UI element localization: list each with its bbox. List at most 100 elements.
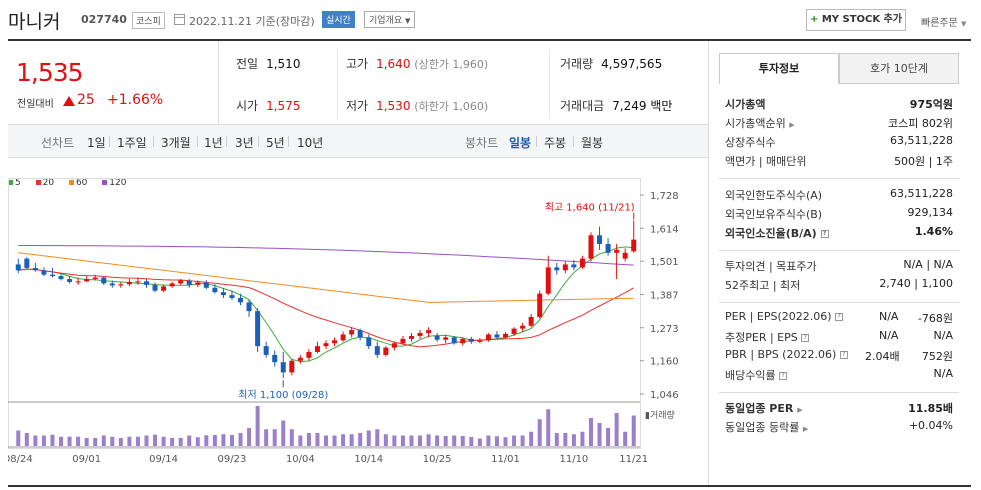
row-value: 코스피 802위: [888, 117, 953, 130]
row-value: N/A | N/A: [903, 258, 953, 271]
volume-bar: [144, 435, 149, 446]
period-5y[interactable]: 5년: [266, 136, 285, 150]
period-10y[interactable]: 10년: [297, 136, 324, 150]
period-1d[interactable]: 1일: [87, 136, 106, 150]
period-3y[interactable]: 3년: [235, 136, 254, 150]
divider: [719, 392, 959, 393]
y-tick-label: 1,387: [650, 291, 679, 302]
candle-body: [562, 264, 568, 271]
candle-body: [24, 258, 30, 268]
candle-body: [306, 351, 312, 358]
open-value: 1,575: [266, 99, 301, 113]
x-tick-label: 10/04: [286, 454, 315, 465]
candle-body: [511, 328, 517, 334]
row-label-text: 동일업종 PER: [725, 402, 794, 415]
help-icon[interactable]: ?: [801, 334, 810, 342]
amount-value: 7,249 백만: [612, 99, 673, 113]
row-value: N/A: [933, 367, 953, 380]
chevron-down-icon: ▼: [405, 17, 411, 25]
volume-bar: [537, 419, 542, 446]
candle-body: [84, 279, 90, 282]
period-3m[interactable]: 3개월: [161, 136, 191, 150]
row-label-text: 배당수익률: [725, 369, 776, 382]
price-chart[interactable]: ▮거래량 1,728 1,614 1,501 1,387 1,273 1,160 1,046…: [8, 158, 708, 468]
volume-bar: [452, 435, 457, 446]
tab-investment-info[interactable]: 투자정보: [719, 53, 839, 84]
x-tick-label: 08/24: [8, 454, 33, 465]
x-axis: 08/24 09/01 09/14 09/23 10/04 10/14 10/25 11/01…: [8, 454, 648, 465]
candle-body: [545, 267, 551, 294]
row-label: 52주최고 | 최저: [725, 279, 801, 292]
realtime-button[interactable]: 실시간: [322, 11, 355, 28]
volume-bar: [324, 435, 328, 446]
my-stock-label: MY STOCK 추가: [821, 14, 903, 25]
candle-body: [178, 280, 184, 284]
candle-body: [92, 277, 98, 280]
candle-body: [32, 267, 38, 271]
corp-info-dropdown[interactable]: 기업개요 ▼: [364, 11, 416, 28]
foreign-limit-row: 외국인한도주식수(A) 63,511,228: [725, 187, 953, 203]
quick-order-label: 빠른주문: [921, 18, 958, 29]
candle-chart-label: 봉차트: [465, 136, 499, 150]
52w-row: 52주최고 | 최저 2,740 | 1,100: [725, 277, 953, 293]
help-icon[interactable]: ?: [820, 230, 829, 238]
candle-body: [528, 316, 534, 326]
help-icon[interactable]: ?: [779, 372, 788, 380]
candle-body: [101, 277, 107, 284]
candle-body: [169, 283, 175, 287]
legend-swatch: [8, 180, 13, 185]
candle-daily[interactable]: 일봉: [509, 136, 532, 150]
candle-weekly[interactable]: 주봉: [544, 136, 567, 150]
separator: [109, 136, 110, 147]
volume-bar: [298, 435, 303, 446]
row-label: 액면가 | 매매단위: [725, 155, 807, 168]
volume-bar: [409, 435, 414, 446]
volume-bar: [597, 423, 602, 446]
volume-bar: [281, 420, 286, 446]
x-tick-label: 10/25: [423, 454, 452, 465]
candle-body: [49, 274, 55, 277]
volume-bar: [469, 437, 474, 446]
legend-label: 120: [109, 178, 127, 188]
y-axis: 1,728 1,614 1,501 1,387 1,273 1,160 1,046: [640, 191, 679, 401]
volume-bar: [375, 429, 380, 446]
period-1y[interactable]: 1년: [204, 136, 223, 150]
ma-line-60: [18, 252, 634, 303]
candle-body: [186, 280, 192, 285]
row-label: 배당수익률 ?: [725, 367, 788, 383]
quick-order-button[interactable]: 빠른주문 ▼: [921, 14, 966, 29]
volume-bars: ▮거래량: [16, 406, 675, 446]
row-label: 시가총액: [725, 98, 766, 111]
est-per-eps-row: 추정PER | EPS ? N/A N/A: [725, 329, 953, 345]
foreign-ratio-row: 외국인소진율(B/A) ? 1.46%: [725, 225, 953, 241]
x-tick-label: 11/10: [559, 454, 588, 465]
volume-bar: [426, 434, 431, 446]
pbr-bps-row: PBR | BPS (2022.06) ? 2.04배 752원: [725, 348, 953, 364]
help-icon[interactable]: ?: [839, 351, 848, 359]
my-stock-add-button[interactable]: + MY STOCK 추가: [806, 9, 906, 31]
legend-ma5: 5: [8, 178, 27, 188]
candle-body: [349, 330, 355, 335]
change-value: 25: [77, 92, 95, 108]
y-tick-label: 1,160: [650, 357, 679, 368]
tab-order-book[interactable]: 호가 10단계: [839, 53, 959, 84]
candle-body: [366, 337, 372, 347]
high-annotation: 최고 1,640 (11/21): [545, 202, 635, 214]
volume-bar: [110, 436, 115, 446]
candle-monthly[interactable]: 월봉: [581, 136, 604, 150]
help-icon[interactable]: ?: [835, 313, 844, 321]
x-tick-label: 09/23: [218, 454, 247, 465]
volume-label: ▮거래량: [645, 409, 675, 421]
volume-bar: [460, 436, 465, 446]
volume-bar: [101, 435, 106, 446]
volume-bar: [486, 435, 491, 446]
row-value: 11.85배: [908, 402, 953, 415]
row-label: 시가총액순위 ▶: [725, 115, 795, 131]
low-annotation: 최저 1,100 (09/28): [238, 389, 328, 401]
volume-bar: [93, 438, 98, 446]
candle-body: [357, 330, 363, 338]
period-1w[interactable]: 1주일: [117, 136, 147, 150]
divider: [8, 485, 971, 487]
divider: [719, 178, 959, 179]
row-label-text: 시가총액순위: [725, 117, 786, 130]
